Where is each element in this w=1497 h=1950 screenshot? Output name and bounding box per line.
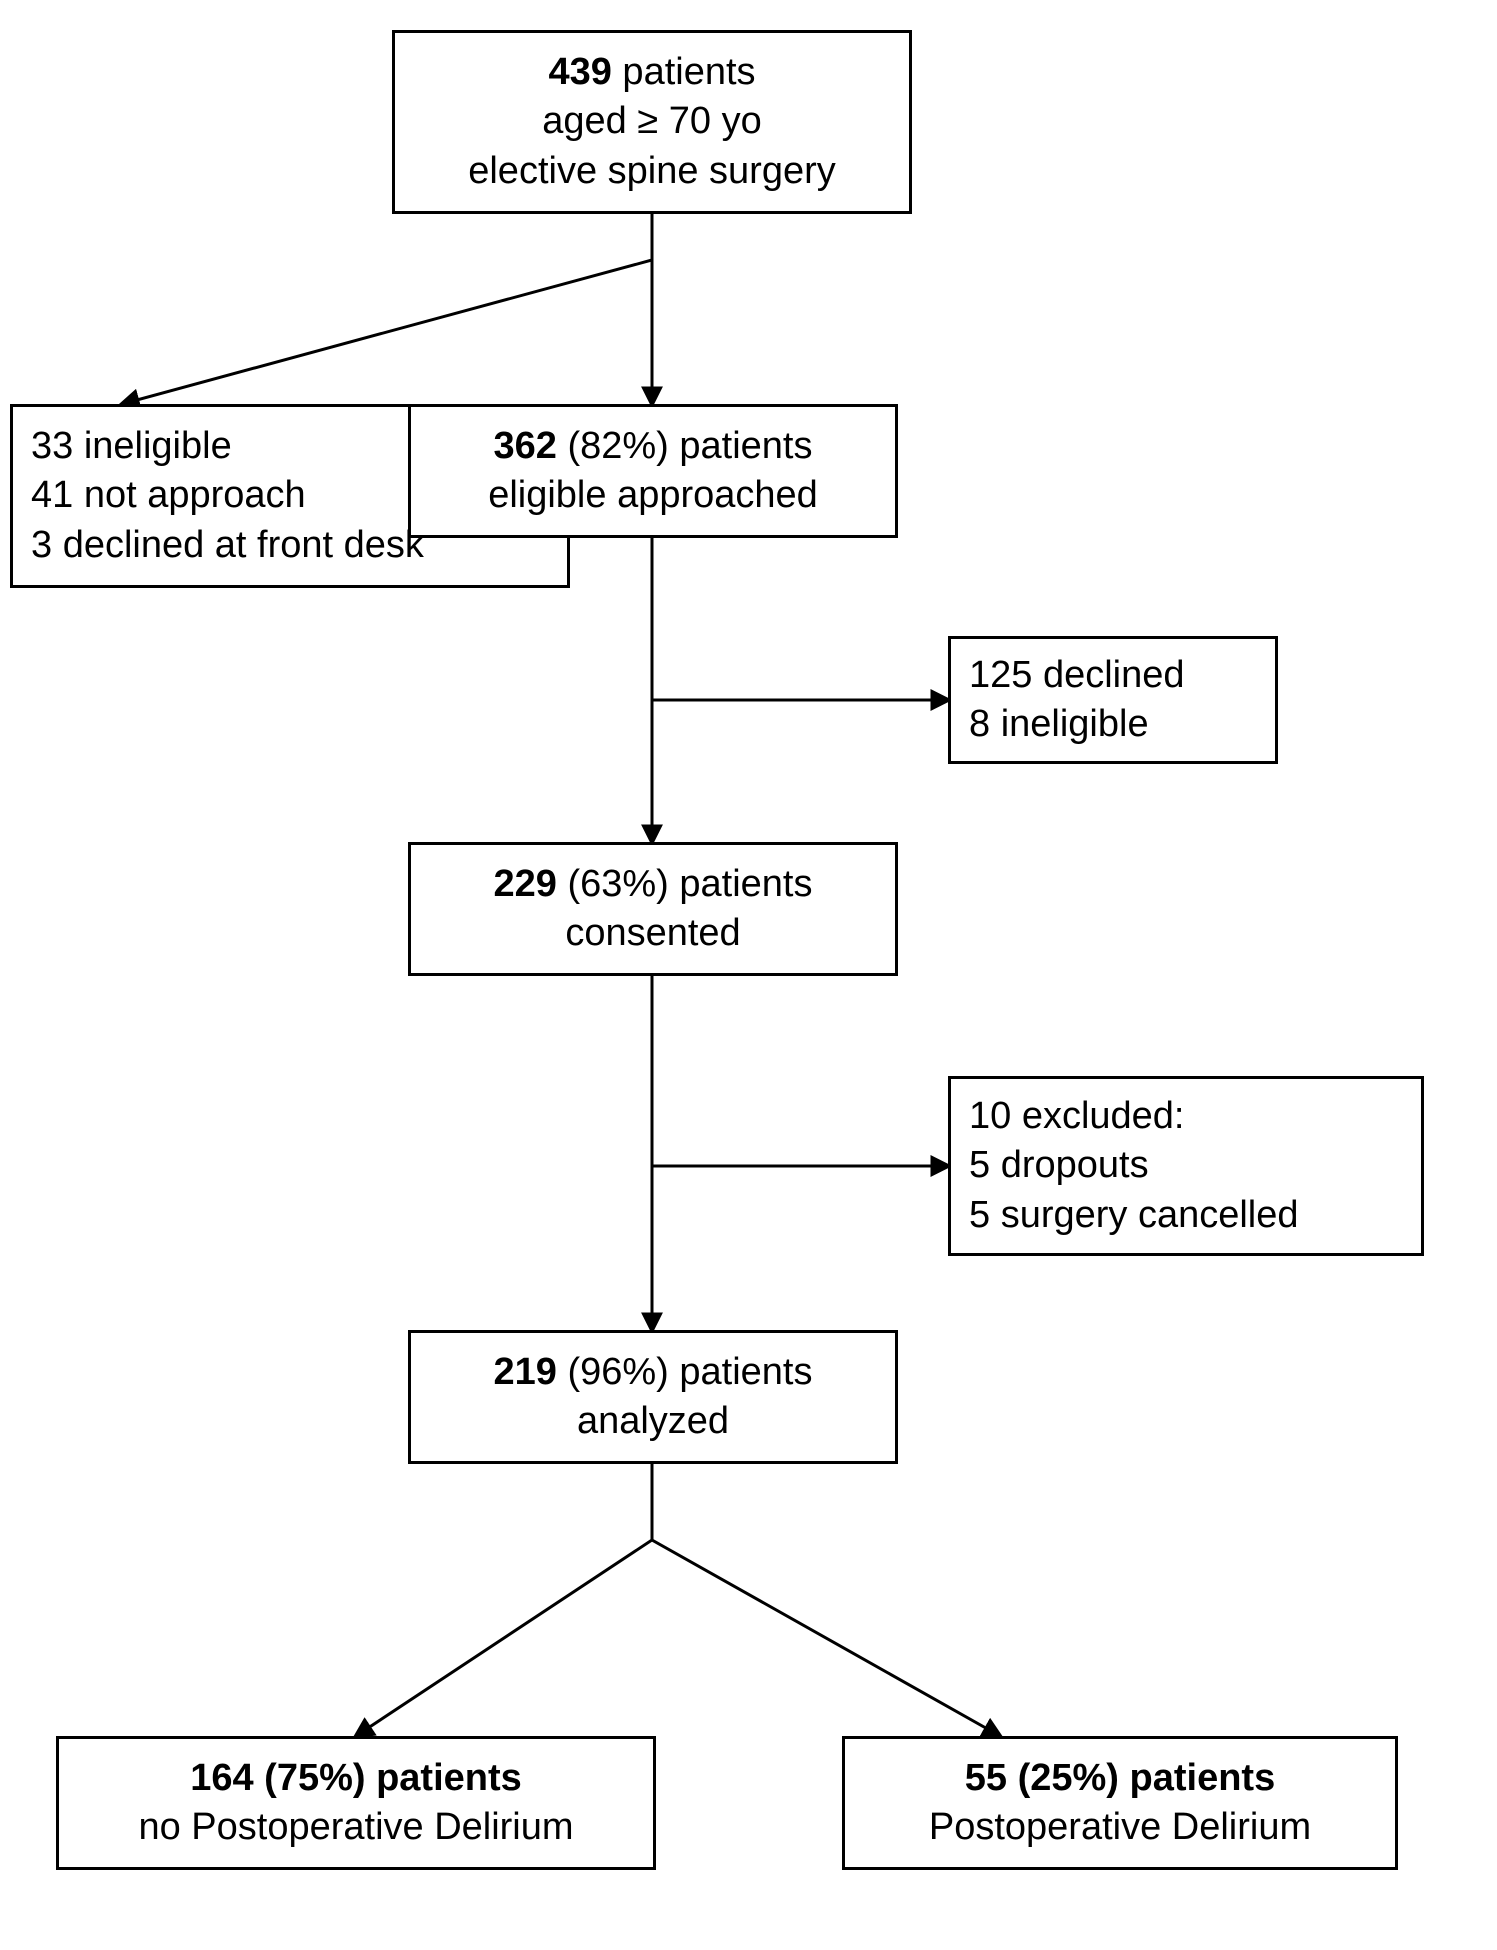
node-line: 5 surgery cancelled — [969, 1191, 1299, 1240]
node-line: 41 not approach — [31, 471, 306, 520]
text-run: 439 — [548, 51, 611, 93]
text-run: 219 — [494, 1351, 557, 1393]
node-pod: 55 (25%) patients Postoperative Delirium — [842, 1736, 1398, 1870]
text-run: elective spine surgery — [468, 150, 836, 192]
node-line: 5 dropouts — [969, 1141, 1149, 1190]
node-line: 219 (96%) patients — [494, 1348, 813, 1397]
text-run: 10 excluded: — [969, 1095, 1185, 1137]
text-run: Postoperative Delirium — [929, 1806, 1311, 1848]
node-line: consented — [565, 909, 740, 958]
node-line: 8 ineligible — [969, 700, 1149, 749]
node-line: 10 excluded: — [969, 1092, 1185, 1141]
node-line: elective spine surgery — [468, 147, 836, 196]
edge — [652, 1464, 1000, 1736]
text-run: eligible approached — [488, 474, 818, 516]
text-run: (82%) patients — [557, 425, 813, 467]
node-line: 229 (63%) patients — [494, 860, 813, 909]
node-line: 33 ineligible — [31, 422, 232, 471]
node-analyzed: 219 (96%) patientsanalyzed — [408, 1330, 898, 1464]
node-line: 125 declined — [969, 651, 1185, 700]
text-run: 33 ineligible — [31, 425, 232, 467]
edge — [122, 214, 652, 404]
text-run: (63%) patients — [557, 863, 813, 905]
node-excl3: 10 excluded: 5 dropouts 5 surgery cancelle… — [948, 1076, 1424, 1256]
text-run: 229 — [494, 863, 557, 905]
text-run: (96%) patients — [557, 1351, 813, 1393]
text-run: 125 declined — [969, 654, 1185, 696]
node-excl2: 125 declined 8 ineligible — [948, 636, 1278, 764]
text-run: 362 — [494, 425, 557, 467]
text-run: no Postoperative Delirium — [138, 1806, 573, 1848]
node-line: 362 (82%) patients — [494, 422, 813, 471]
text-run: analyzed — [577, 1400, 729, 1442]
text-run: 55 (25%) patients — [965, 1757, 1275, 1799]
text-run: 5 dropouts — [969, 1144, 1149, 1186]
node-line: 3 declined at front desk — [31, 521, 424, 570]
node-line: no Postoperative Delirium — [138, 1803, 573, 1852]
node-consented: 229 (63%) patientsconsented — [408, 842, 898, 976]
node-line: Postoperative Delirium — [929, 1803, 1311, 1852]
text-run: patients — [612, 51, 756, 93]
text-run: 3 declined at front desk — [31, 524, 424, 566]
node-line: eligible approached — [488, 471, 818, 520]
node-line: aged ≥ 70 yo — [542, 97, 761, 146]
node-start: 439 patientsaged ≥ 70 yoelective spine s… — [392, 30, 912, 214]
text-run: 5 surgery cancelled — [969, 1194, 1299, 1236]
flowchart-canvas: 439 patientsaged ≥ 70 yoelective spine s… — [0, 0, 1497, 1950]
node-line: analyzed — [577, 1397, 729, 1446]
node-line: 164 (75%) patients — [190, 1754, 522, 1803]
text-run: 164 (75%) patients — [190, 1757, 522, 1799]
text-run: aged ≥ 70 yo — [542, 100, 761, 142]
edge — [356, 1464, 652, 1736]
node-line: 439 patients — [548, 48, 755, 97]
text-run: 8 ineligible — [969, 703, 1149, 745]
node-line: 55 (25%) patients — [965, 1754, 1275, 1803]
node-eligible: 362 (82%) patientseligible approached — [408, 404, 898, 538]
text-run: consented — [565, 912, 740, 954]
text-run: 41 not approach — [31, 474, 306, 516]
node-no_pod: 164 (75%) patients no Postoperative Delir… — [56, 1736, 656, 1870]
